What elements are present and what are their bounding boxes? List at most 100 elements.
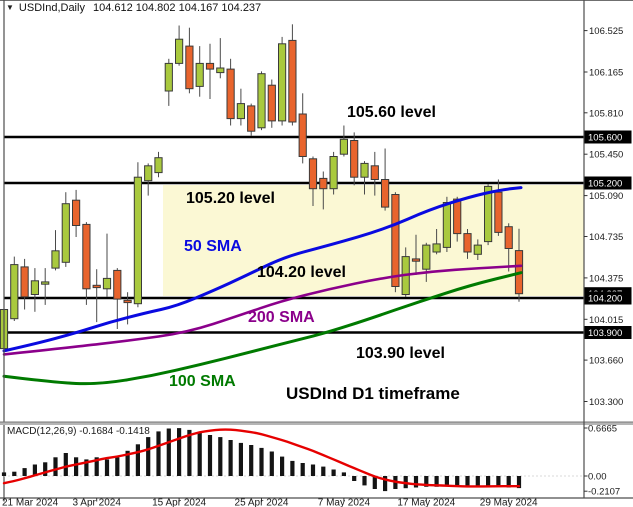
price-tick-label-103.300: 103.300 [589, 397, 623, 408]
chart-header[interactable]: ▼ USDInd,Daily 104.612 104.802 104.167 104… [6, 2, 261, 14]
macd-signal-line [2, 428, 521, 488]
macd-bar-15 [156, 431, 161, 476]
candle-body-46-bull [473, 244, 482, 255]
candle-body-10-bull [102, 277, 112, 290]
date-tick-label-17-may-2024: 17 May 2024 [397, 498, 455, 507]
macd-bar-46 [475, 476, 480, 488]
date-tick-label-15-apr-2024: 15 Apr 2024 [152, 498, 206, 507]
macd-bar-44 [455, 476, 460, 487]
macd-bar-22 [228, 440, 233, 476]
macd-bar-41 [424, 476, 429, 487]
candle-body-25-bull [257, 73, 266, 129]
macd-bar-7 [74, 457, 79, 476]
date-tick-label-21-mar-2024: 21 Mar 2024 [2, 498, 59, 507]
macd-tick-label-0.00: 0.00 [588, 472, 607, 483]
macd-bar-26 [269, 451, 274, 476]
macd-bar-17 [177, 428, 182, 476]
macd-tick-label-0.2107: -0.2107 [588, 487, 620, 498]
macd-bar-3 [32, 464, 37, 476]
candle-body-22-bear [226, 68, 235, 120]
price-tick-label-104.375: 104.375 [589, 273, 623, 284]
macd-bar-32 [331, 469, 336, 476]
candle-body-36-bear [370, 165, 379, 181]
macd-bar-11 [115, 457, 120, 476]
candle-body-33-bull [339, 138, 348, 155]
macd-bar-12 [125, 450, 130, 476]
price-tick-label-105.450: 105.450 [589, 150, 623, 161]
macd-bar-45 [465, 476, 470, 488]
macd-bar-20 [207, 435, 213, 476]
chart-annotation-100-sma: 100 SMA [169, 373, 236, 390]
date-tick-label-25-apr-2024: 25 Apr 2024 [235, 498, 289, 507]
macd-bar-43 [444, 476, 449, 487]
candle-body-24-bear [247, 105, 256, 132]
chart-annotation-105.20-level: 105.20 level [186, 190, 275, 207]
candle-body-14-bull [144, 165, 153, 182]
candle-body-1-bull [10, 264, 19, 320]
sma-line-50-sma [2, 186, 523, 353]
candle-body-30-bear [308, 158, 318, 190]
candle-body-48-bear [494, 191, 503, 233]
level-price-tag-105.200-box [584, 176, 632, 190]
macd-bar-14 [146, 437, 151, 476]
level-price-tag-103.900-text: 103.900 [588, 328, 622, 339]
candle-body-49-bear [504, 226, 513, 249]
macd-bar-24 [249, 445, 254, 476]
macd-indicator-label: MACD(12,26,9) -0.1684 -0.1418 [7, 426, 150, 437]
macd-bar-18 [187, 429, 192, 476]
macd-bar-36 [372, 476, 377, 489]
candle-body-41-bull [422, 244, 431, 270]
candle-body-32-bull [329, 156, 338, 190]
price-tick-label-105.810: 105.810 [589, 108, 623, 119]
macd-bar-25 [259, 447, 264, 476]
price-tick-label-105.090: 105.090 [589, 191, 623, 202]
candle-body-38-bear [391, 194, 400, 287]
macd-bar-2 [22, 468, 27, 476]
sma-line-100-sma [2, 271, 523, 386]
macd-bar-27 [280, 456, 285, 476]
macd-bar-16 [166, 428, 171, 476]
candle-body-37-bear [381, 179, 390, 208]
macd-bar-49 [506, 476, 511, 488]
candle-body-31-bear [319, 177, 328, 190]
macd-bar-23 [238, 442, 243, 476]
candle-body-40-bear [411, 258, 421, 262]
macd-bar-33 [341, 472, 346, 476]
candle-body-15-bull [154, 157, 163, 174]
macd-bar-34 [352, 476, 357, 481]
candle-body-47-bull [484, 185, 493, 243]
candle-body-27-bull [278, 43, 287, 122]
price-tick-label-106.525: 106.525 [589, 26, 623, 37]
level-price-tag-103.900-box [584, 326, 632, 339]
macd-tick-label-0.6665: 0.6665 [588, 424, 617, 435]
candle-body-29-bear [298, 113, 307, 157]
candle-body-13-bull [133, 176, 143, 305]
macd-bar-8 [84, 459, 89, 476]
level-price-tag-105.600-box [584, 130, 632, 144]
candle-body-8-bear [82, 223, 91, 290]
macd-bar-31 [321, 466, 326, 476]
chart-annotation-200-sma: 200 SMA [248, 309, 315, 326]
candle-body-42-bull [432, 243, 441, 253]
date-tick-label-29-may-2024: 29 May 2024 [480, 498, 538, 507]
candle-body-43-bull [442, 202, 451, 248]
macd-bar-6 [63, 453, 68, 476]
macd-bar-48 [496, 476, 501, 487]
macd-bar-9 [94, 457, 99, 476]
candle-body-26-bear [267, 84, 276, 122]
candle-body-35-bull [360, 162, 369, 178]
chart-annotation-105.60-level: 105.60 level [347, 104, 436, 121]
symbol-dropdown-icon[interactable]: ▼ [6, 3, 14, 12]
macd-bar-1 [12, 471, 17, 476]
price-tick-label-104.015: 104.015 [589, 315, 623, 326]
macd-bar-30 [310, 464, 316, 476]
date-tick-label-7-may-2024: 7 May 2024 [318, 498, 371, 507]
candle-body-5-bull [51, 250, 60, 269]
candle-body-19-bull [195, 62, 204, 87]
candle-body-21-bull [216, 67, 225, 74]
candle-body-9-bear [92, 284, 101, 289]
macd-bar-13 [135, 444, 140, 476]
chart-annotation-usdind-d1-timeframe: USDInd D1 timeframe [286, 384, 460, 403]
